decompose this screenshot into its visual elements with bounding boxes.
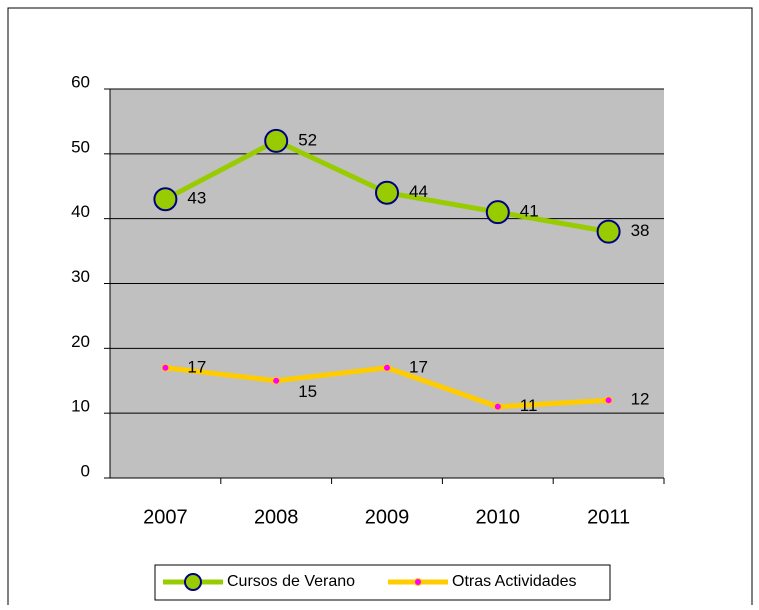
marker [485, 200, 510, 225]
y-tick-label: 0 [81, 461, 90, 480]
legend-label: Cursos de Verano [227, 573, 355, 590]
data-label: 11 [520, 396, 538, 415]
x-tick-label: 2008 [254, 506, 299, 528]
data-label: 12 [631, 390, 650, 409]
data-label: 43 [187, 189, 206, 208]
marker [272, 376, 281, 385]
y-tick-label: 60 [71, 72, 90, 91]
data-label: 17 [409, 357, 428, 376]
data-label: 38 [631, 221, 650, 240]
chart-frame [7, 7, 753, 605]
data-label: 52 [298, 130, 317, 149]
x-tick-label: 2010 [476, 506, 521, 528]
y-tick-label: 50 [71, 137, 90, 156]
marker [493, 402, 502, 411]
marker [161, 363, 170, 372]
marker [153, 187, 178, 212]
marker [383, 363, 391, 372]
legend-label: Otras Actividades [452, 573, 577, 590]
x-tick-label: 2011 [587, 506, 630, 528]
y-tick-label: 40 [71, 202, 90, 221]
x-tick-label: 2007 [143, 506, 188, 528]
data-label: 41 [520, 202, 539, 221]
y-tick-label: 10 [71, 397, 90, 416]
marker [604, 396, 613, 405]
marker [596, 219, 621, 244]
data-label: 17 [187, 357, 206, 376]
legend-marker [414, 578, 422, 586]
legend-box [154, 564, 611, 601]
marker [264, 128, 289, 153]
marker [375, 180, 399, 205]
data-label: 15 [298, 382, 317, 401]
legend-marker [184, 573, 202, 591]
y-tick-label: 30 [71, 267, 90, 286]
x-tick-label: 2009 [365, 506, 410, 528]
data-label: 44 [409, 182, 428, 201]
y-tick-label: 20 [71, 332, 90, 351]
